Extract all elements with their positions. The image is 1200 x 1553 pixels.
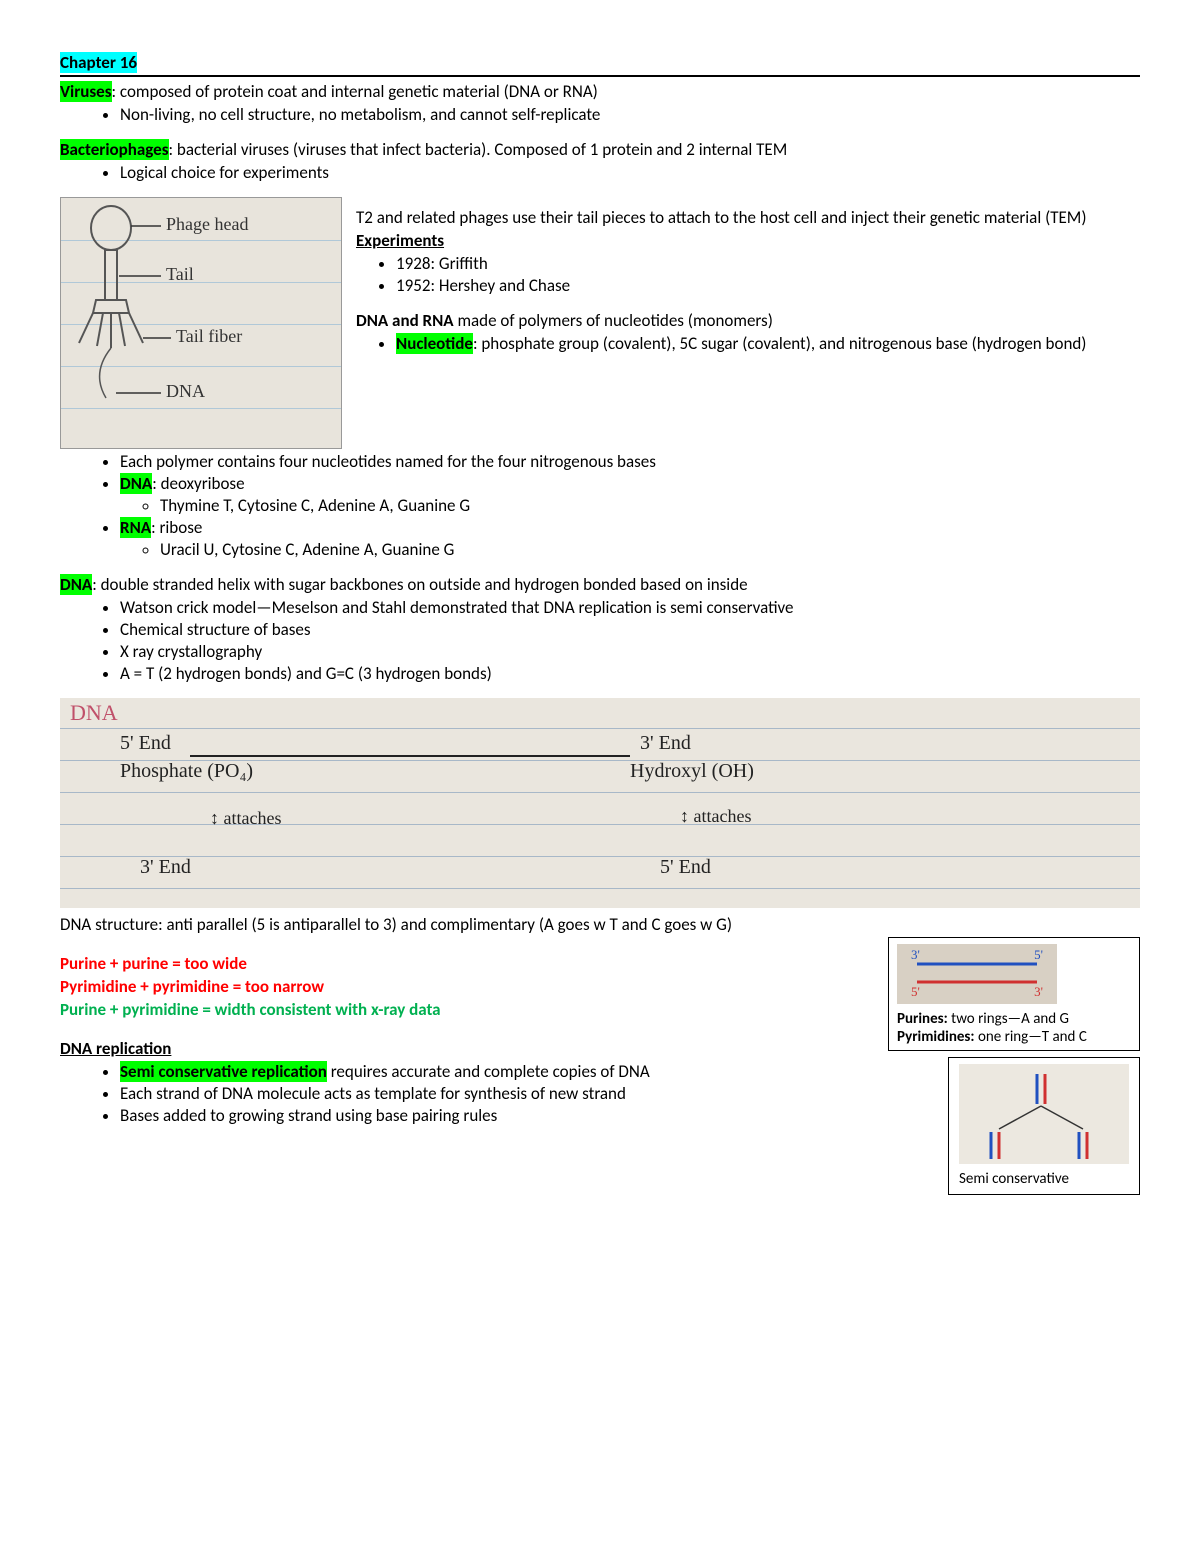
title-rule (60, 75, 1140, 77)
dna-diagram-svg (60, 698, 1140, 908)
nucleotide-list: Nucleotide: phosphate group (covalent), … (356, 333, 1140, 354)
list-item: Logical choice for experiments (120, 162, 1140, 183)
list-item: Watson crick model—Meselson and Stahl de… (120, 597, 1140, 618)
list-item: RNA: ribose Uracil U, Cytosine C, Adenin… (120, 517, 1140, 560)
bacteriophages-def: : bacterial viruses (viruses that infect… (169, 139, 788, 160)
list-item: A = T (2 hydrogen bonds) and G=C (3 hydr… (120, 663, 1140, 684)
chapter-title-text: Chapter 16 (60, 52, 137, 73)
t2-text: T2 and related phages use their tail pie… (356, 207, 1140, 228)
semi-conservative-box: Semi conservative (948, 1057, 1140, 1195)
list-item: Each polymer contains four nucleotides n… (120, 451, 1140, 472)
list-item: Uracil U, Cytosine C, Adenine A, Guanine… (160, 539, 1140, 560)
dnarna-lead-rest: made of polymers of nucleotides (monomer… (454, 310, 773, 331)
rna-term: RNA (120, 517, 151, 538)
dna-diagram: DNA 5' End Phosphate (PO₄) ↕ attaches 3'… (60, 698, 1140, 908)
polymer-list: Each polymer contains four nucleotides n… (60, 451, 1140, 560)
dna-line: DNA: double stranded helix with sugar ba… (60, 574, 1140, 595)
dna-def: : deoxyribose (152, 473, 244, 494)
purines-line1: Purines: two rings—A and G (897, 1010, 1131, 1028)
list-item: Non-living, no cell structure, no metabo… (120, 104, 1140, 125)
semi-conservative-term: Semi conservative replication (120, 1061, 327, 1082)
phage-row: Phage head Tail Tail fiber DNA T2 and re… (60, 197, 1140, 449)
purines-box: 3' 5' 5' 3' Purines: two rings—A and G P… (888, 937, 1140, 1051)
phage-svg (61, 198, 341, 448)
dna-term: DNA (120, 473, 152, 494)
bacteriophages-list: Logical choice for experiments (60, 162, 1140, 183)
phage-diagram: Phage head Tail Tail fiber DNA (60, 197, 342, 449)
purines-line2: Pyrimidines: one ring—T and C (897, 1028, 1131, 1046)
dna-section-term: DNA (60, 574, 92, 595)
dna-bullets: Watson crick model—Meselson and Stahl de… (60, 597, 1140, 684)
phage-label-head: Phage head (166, 214, 248, 235)
semi-conservative-rest: requires accurate and complete copies of… (327, 1061, 650, 1082)
dna-structure-line: DNA structure: anti parallel (5 is antip… (60, 914, 1140, 935)
right-boxes: 3' 5' 5' 3' Purines: two rings—A and G P… (888, 937, 1140, 1195)
antiparallel-sketch: 3' 5' 5' 3' (897, 944, 1057, 1004)
dna-section-def: : double stranded helix with sugar backb… (92, 574, 747, 595)
list-item: X ray crystallography (120, 641, 1140, 662)
chapter-title: Chapter 16 (60, 52, 1140, 73)
phage-label-tailfiber: Tail fiber (176, 326, 242, 347)
experiments-list: 1928: Griffith 1952: Hershey and Chase (356, 253, 1140, 296)
rna-def: : ribose (151, 517, 202, 538)
semi-conservative-label: Semi conservative (959, 1170, 1129, 1188)
dnarna-lead: DNA and RNA made of polymers of nucleoti… (356, 310, 1140, 331)
list-item: 1952: Hershey and Chase (396, 275, 1140, 296)
list-item: Nucleotide: phosphate group (covalent), … (396, 333, 1140, 354)
list-item: Chemical structure of bases (120, 619, 1140, 640)
semi-conservative-sketch (959, 1064, 1129, 1164)
phage-label-dna: DNA (166, 381, 205, 402)
viruses-list: Non-living, no cell structure, no metabo… (60, 104, 1140, 125)
bacteriophages-term: Bacteriophages (60, 139, 169, 160)
list-item: DNA: deoxyribose Thymine T, Cytosine C, … (120, 473, 1140, 516)
phage-text-col: T2 and related phages use their tail pie… (356, 197, 1140, 368)
viruses-line: Viruses: composed of protein coat and in… (60, 81, 1140, 102)
viruses-term: Viruses (60, 81, 112, 102)
nucleotide-def: : phosphate group (covalent), 5C sugar (… (473, 333, 1087, 354)
nucleotide-term: Nucleotide (396, 333, 473, 354)
list-item: Thymine T, Cytosine C, Adenine A, Guanin… (160, 495, 1140, 516)
list-item: 1928: Griffith (396, 253, 1140, 274)
bacteriophages-line: Bacteriophages: bacterial viruses (virus… (60, 139, 1140, 160)
experiments-heading: Experiments (356, 230, 1140, 251)
dnarna-lead-bold: DNA and RNA (356, 310, 454, 331)
phage-label-tail: Tail (166, 264, 194, 285)
viruses-def: : composed of protein coat and internal … (112, 81, 598, 102)
